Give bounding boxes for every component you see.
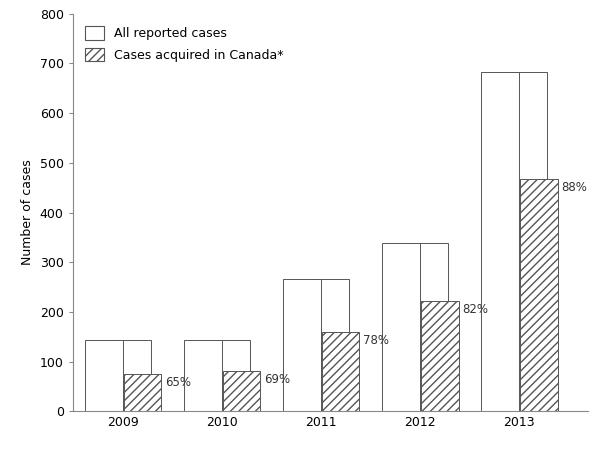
Bar xyxy=(184,340,222,411)
Bar xyxy=(113,340,152,411)
Bar xyxy=(322,332,359,411)
Text: 69%: 69% xyxy=(264,373,290,386)
Bar xyxy=(520,179,558,411)
Bar xyxy=(411,243,448,411)
Bar xyxy=(510,72,547,411)
Bar xyxy=(85,340,123,411)
Bar xyxy=(124,373,161,411)
Bar xyxy=(311,279,349,411)
Text: 82%: 82% xyxy=(462,303,488,316)
Bar xyxy=(283,279,321,411)
Legend: All reported cases, Cases acquired in Canada*: All reported cases, Cases acquired in Ca… xyxy=(79,20,290,68)
Y-axis label: Number of cases: Number of cases xyxy=(21,159,34,266)
Text: 88%: 88% xyxy=(562,181,587,194)
Text: 65%: 65% xyxy=(165,376,191,389)
Bar xyxy=(421,301,459,411)
Text: 78%: 78% xyxy=(364,334,390,347)
Bar xyxy=(223,371,261,411)
Bar xyxy=(382,243,420,411)
Bar xyxy=(213,340,250,411)
Bar xyxy=(481,72,519,411)
